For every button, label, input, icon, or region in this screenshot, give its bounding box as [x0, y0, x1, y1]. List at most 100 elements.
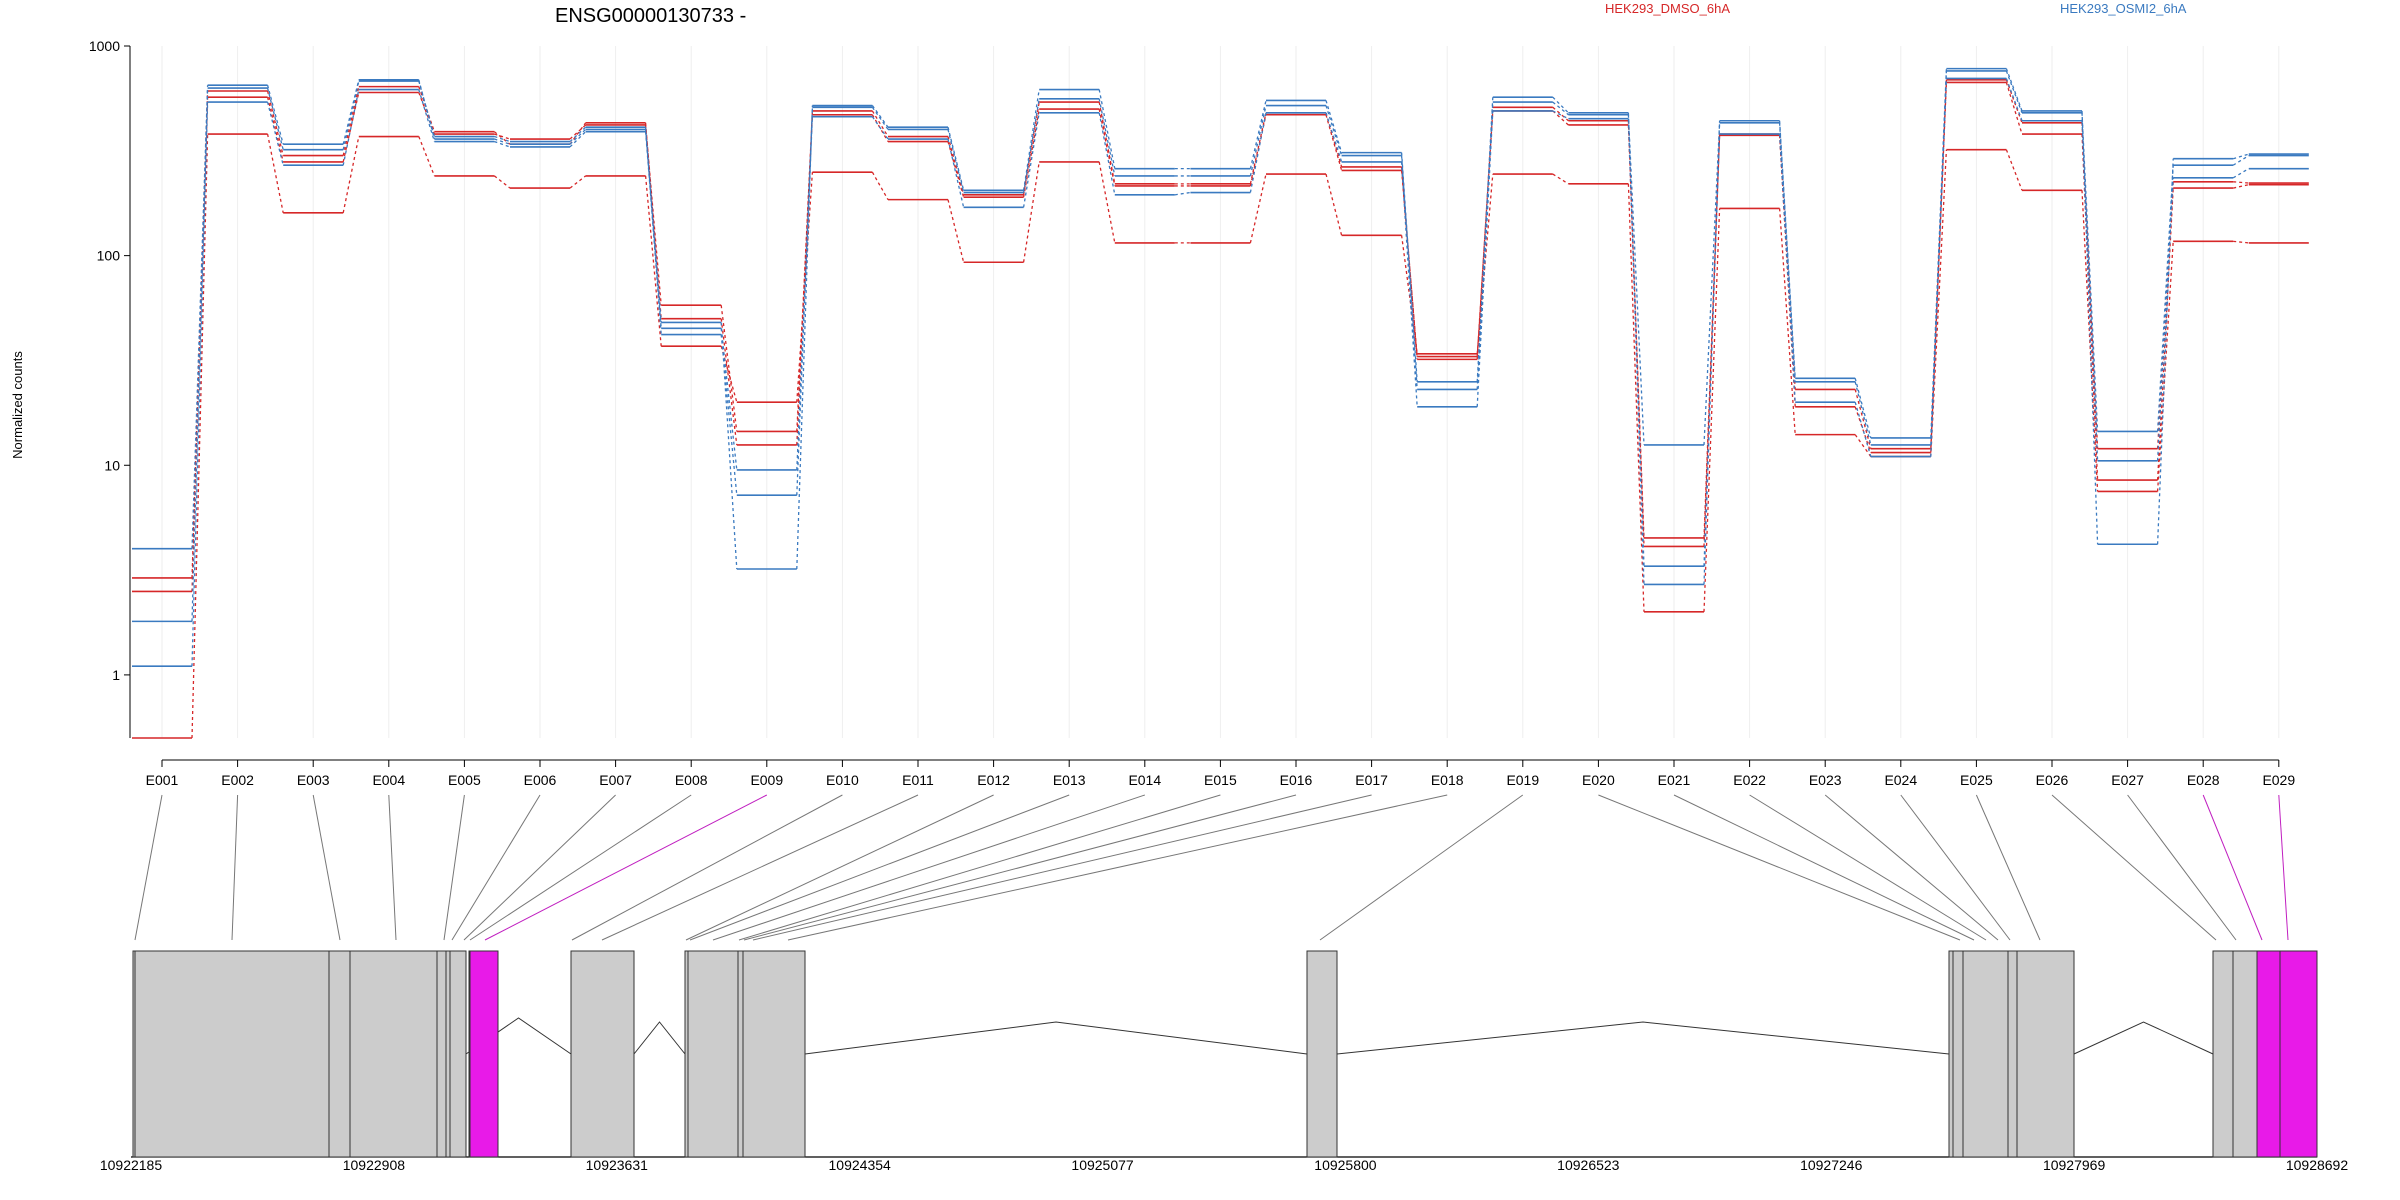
data-connector	[342, 79, 360, 145]
y-tick-label: 1000	[89, 38, 120, 54]
x-tick-label: E004	[372, 772, 405, 788]
coordinate-label: 10927969	[2043, 1157, 2106, 1173]
exon-connector-line	[2202, 794, 2263, 941]
exon-connector-line	[1598, 794, 1961, 941]
data-connector	[2156, 165, 2174, 432]
data-connector	[494, 135, 511, 143]
series-0	[132, 133, 2309, 739]
data-connector	[1098, 89, 1116, 169]
exon-connector-line	[312, 794, 341, 941]
data-connector	[1778, 134, 1796, 403]
data-connector	[266, 90, 284, 156]
coordinate-label: 10923631	[586, 1157, 649, 1173]
data-connector	[266, 101, 284, 166]
exon-connector-line	[484, 794, 768, 941]
exon-connector-line	[443, 794, 465, 941]
coordinate-label: 10928692	[2286, 1157, 2349, 1173]
data-connector	[418, 86, 436, 132]
gene-model: 10922185 10922908 10923631 10924354 10925077…	[100, 950, 2349, 1173]
data-connector	[191, 85, 209, 549]
x-tick-label: E011	[902, 772, 934, 788]
exon-connector-line	[2127, 794, 2237, 941]
exon-connector-line	[388, 794, 397, 941]
data-connector	[418, 79, 436, 140]
data-connector	[1098, 161, 1116, 244]
data-connector	[1400, 170, 1418, 357]
data-connector	[1098, 98, 1116, 177]
data-connector	[2156, 158, 2174, 545]
x-tick-label: E013	[1053, 772, 1086, 788]
exon-connector-line	[2278, 794, 2289, 941]
data-connector	[1325, 173, 1343, 236]
exon-connectors	[134, 794, 2289, 941]
x-tick-label: E001	[146, 772, 179, 788]
data-connector	[871, 171, 889, 200]
data-connector	[1174, 191, 1191, 196]
data-connector	[1022, 161, 1040, 263]
exon-connector-line	[787, 794, 1448, 941]
data-connector	[1098, 112, 1116, 195]
coordinate-label: 10922908	[343, 1157, 406, 1173]
data-connector	[720, 334, 738, 496]
exon-connector-line	[752, 794, 1372, 941]
data-connector	[1854, 378, 1872, 439]
data-connector	[871, 114, 889, 142]
exon-connector-line	[712, 794, 1145, 941]
data-connector	[266, 85, 284, 145]
data-connector	[2005, 82, 2023, 135]
x-tick-label: E020	[1582, 772, 1615, 788]
data-connector	[1022, 89, 1040, 191]
x-tick-label: E017	[1355, 772, 1388, 788]
data-connector	[1249, 112, 1267, 193]
data-connector	[342, 136, 360, 213]
data-connector	[1703, 122, 1721, 445]
data-connector	[1552, 96, 1569, 114]
data-connector	[2233, 184, 2249, 189]
data-connector	[2005, 149, 2023, 191]
exon-block	[684, 950, 806, 1158]
data-connector	[644, 127, 662, 335]
y-tick-label: 100	[97, 248, 121, 264]
coordinate-label: 10925077	[1071, 1157, 1134, 1173]
data-connector	[720, 318, 738, 446]
data-connector	[1627, 120, 1645, 547]
data-connector	[947, 141, 965, 198]
x-tick-label: E021	[1658, 772, 1691, 788]
y-axis-label: Normalized counts	[10, 351, 25, 459]
x-tick-label: E019	[1506, 772, 1539, 788]
data-connector	[2005, 70, 2023, 114]
x-tick-label: E008	[675, 772, 708, 788]
data-connector	[191, 102, 209, 667]
axes: 1 10 100 1000 E001 E002 E003 E004 E005 E006 E007 E0…	[89, 38, 2296, 788]
exon-connector-line	[1319, 794, 1524, 941]
data-connector	[1325, 112, 1343, 163]
exon-block	[132, 950, 467, 1158]
x-tick-label: E012	[977, 772, 1010, 788]
data-connector	[2156, 241, 2174, 492]
chart-title: ENSG00000130733 -	[555, 5, 746, 27]
data-connector	[1627, 112, 1645, 585]
x-tick-label: E029	[2262, 772, 2295, 788]
data-connector	[1098, 101, 1116, 184]
data-connector	[2005, 68, 2023, 112]
exon-connector-line	[134, 794, 163, 941]
data-connector	[720, 322, 738, 570]
data-connector	[796, 107, 814, 496]
data-connector	[1325, 105, 1343, 156]
data-connector	[1400, 235, 1418, 354]
x-tick-label: E005	[448, 772, 481, 788]
intron-line	[633, 1021, 686, 1055]
y-tick-label: 1	[112, 667, 120, 683]
data-connector	[1854, 381, 1872, 446]
intron-line	[804, 1021, 1308, 1055]
data-connector	[1552, 173, 1569, 185]
data-connector	[569, 122, 587, 145]
data-connector	[1400, 152, 1418, 382]
exon-connector-line	[1824, 794, 1999, 941]
data-connector	[494, 140, 511, 148]
data-connector	[2081, 134, 2099, 481]
x-tick-label: E015	[1204, 772, 1237, 788]
coordinate-label: 10926523	[1557, 1157, 1620, 1173]
data-connector	[1854, 389, 1872, 449]
data-connector	[1400, 161, 1418, 407]
